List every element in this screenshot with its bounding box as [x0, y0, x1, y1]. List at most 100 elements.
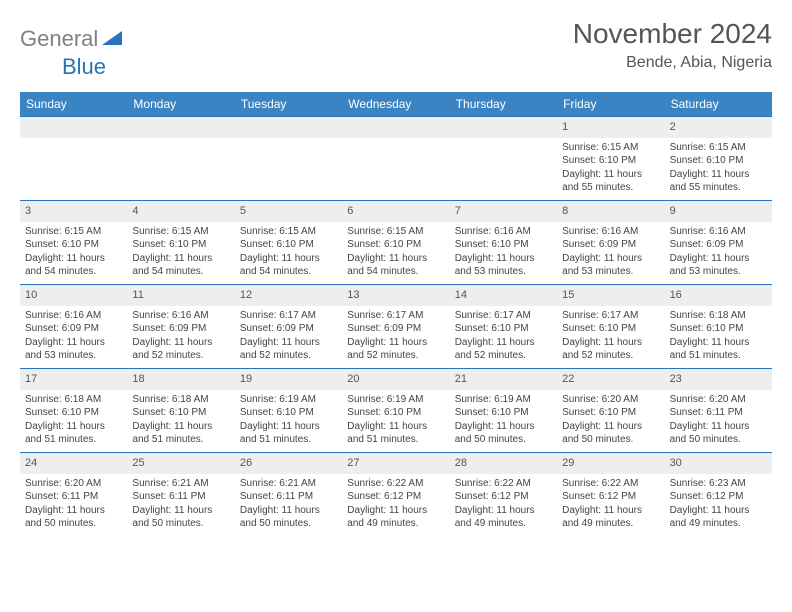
sunrise-text: Sunrise: 6:16 AM [670, 225, 767, 239]
daylight-text: Daylight: 11 hours and 50 minutes. [455, 420, 552, 447]
day-number: 10 [20, 285, 127, 306]
day-number: 25 [127, 453, 234, 474]
day-number: 14 [450, 285, 557, 306]
daylight-text: Daylight: 11 hours and 51 minutes. [132, 420, 229, 447]
day-number: 8 [557, 201, 664, 222]
daylight-text: Daylight: 11 hours and 53 minutes. [670, 252, 767, 279]
sunrise-text: Sunrise: 6:20 AM [670, 393, 767, 407]
daylight-text: Daylight: 11 hours and 53 minutes. [25, 336, 122, 363]
daylight-text: Daylight: 11 hours and 51 minutes. [347, 420, 444, 447]
calendar-cell-empty [20, 116, 127, 200]
daylight-text: Daylight: 11 hours and 50 minutes. [240, 504, 337, 531]
weekday-header: Friday [557, 92, 664, 116]
day-number: 16 [665, 285, 772, 306]
daylight-text: Daylight: 11 hours and 49 minutes. [670, 504, 767, 531]
daylight-text: Daylight: 11 hours and 49 minutes. [347, 504, 444, 531]
sunset-text: Sunset: 6:09 PM [25, 322, 122, 336]
day-number: 2 [665, 117, 772, 138]
sunrise-text: Sunrise: 6:15 AM [347, 225, 444, 239]
daylight-text: Daylight: 11 hours and 50 minutes. [670, 420, 767, 447]
day-number: 5 [235, 201, 342, 222]
calendar-cell: 1Sunrise: 6:15 AMSunset: 6:10 PMDaylight… [557, 116, 664, 200]
calendar-cell: 21Sunrise: 6:19 AMSunset: 6:10 PMDayligh… [450, 368, 557, 452]
calendar-cell: 27 Sunrise: 6:22 AMSunset: 6:12 PMDayligh… [342, 452, 449, 536]
calendar-cell: 23Sunrise: 6:20 AMSunset: 6:11 PMDayligh… [665, 368, 772, 452]
sunset-text: Sunset: 6:10 PM [562, 322, 659, 336]
sunset-text: Sunset: 6:10 PM [347, 238, 444, 252]
logo-text-gray: General [20, 26, 98, 52]
daylight-text: Daylight: 11 hours and 54 minutes. [347, 252, 444, 279]
day-number: 4 [127, 201, 234, 222]
sunrise-text: Sunrise: 6:17 AM [240, 309, 337, 323]
sunset-text: Sunset: 6:10 PM [670, 154, 767, 168]
day-number: 1 [557, 117, 664, 138]
weekday-header-row: Sunday Monday Tuesday Wednesday Thursday… [20, 92, 772, 116]
daylight-text: Daylight: 11 hours and 54 minutes. [25, 252, 122, 279]
sunrise-text: Sunrise: 6:16 AM [562, 225, 659, 239]
calendar-cell: 9Sunrise: 6:16 AMSunset: 6:09 PMDaylight… [665, 200, 772, 284]
daylight-text: Daylight: 11 hours and 51 minutes. [670, 336, 767, 363]
sunrise-text: Sunrise: 6:16 AM [25, 309, 122, 323]
sunrise-text: Sunrise: 6:21 AM [132, 477, 229, 491]
calendar-cell: 24Sunrise: 6:20 AMSunset: 6:11 PMDayligh… [20, 452, 127, 536]
day-number: 17 [20, 369, 127, 390]
sunrise-text: Sunrise: 6:23 AM [670, 477, 767, 491]
weekday-header: Monday [127, 92, 234, 116]
sunset-text: Sunset: 6:10 PM [132, 406, 229, 420]
sunset-text: Sunset: 6:12 PM [347, 490, 444, 504]
daylight-text: Daylight: 11 hours and 51 minutes. [240, 420, 337, 447]
day-number: 30 [665, 453, 772, 474]
day-number: 6 [342, 201, 449, 222]
sunset-text: Sunset: 6:09 PM [562, 238, 659, 252]
day-number: 20 [342, 369, 449, 390]
sunrise-text: Sunrise: 6:19 AM [455, 393, 552, 407]
sunrise-text: Sunrise: 6:17 AM [347, 309, 444, 323]
day-number: 13 [342, 285, 449, 306]
calendar-cell: 3Sunrise: 6:15 AMSunset: 6:10 PMDaylight… [20, 200, 127, 284]
sunrise-text: Sunrise: 6:17 AM [562, 309, 659, 323]
sunrise-text: Sunrise: 6:15 AM [240, 225, 337, 239]
sunrise-text: Sunrise: 6:18 AM [25, 393, 122, 407]
day-number: 28 [450, 453, 557, 474]
daylight-text: Daylight: 11 hours and 50 minutes. [132, 504, 229, 531]
calendar-cell: 7Sunrise: 6:16 AMSunset: 6:10 PMDaylight… [450, 200, 557, 284]
sunset-text: Sunset: 6:10 PM [240, 238, 337, 252]
weekday-header: Tuesday [235, 92, 342, 116]
calendar-cell-empty [450, 116, 557, 200]
sunrise-text: Sunrise: 6:19 AM [240, 393, 337, 407]
day-number: 26 [235, 453, 342, 474]
sunrise-text: Sunrise: 6:19 AM [347, 393, 444, 407]
sunset-text: Sunset: 6:10 PM [25, 238, 122, 252]
calendar-cell: 10 Sunrise: 6:16 AMSunset: 6:09 PMDayligh… [20, 284, 127, 368]
day-number: 27 [342, 453, 449, 474]
daylight-text: Daylight: 11 hours and 49 minutes. [455, 504, 552, 531]
daylight-text: Daylight: 11 hours and 51 minutes. [25, 420, 122, 447]
weekday-header: Saturday [665, 92, 772, 116]
calendar-cell: 16 Sunrise: 6:18 AMSunset: 6:10 PMDayligh… [665, 284, 772, 368]
sunset-text: Sunset: 6:10 PM [670, 322, 767, 336]
page-title: November 2024 [573, 18, 772, 50]
day-number: 22 [557, 369, 664, 390]
sunset-text: Sunset: 6:11 PM [670, 406, 767, 420]
calendar-cell: 26Sunrise: 6:21 AMSunset: 6:11 PMDayligh… [235, 452, 342, 536]
logo-text-blue: Blue [62, 54, 106, 79]
daylight-text: Daylight: 11 hours and 53 minutes. [562, 252, 659, 279]
sunset-text: Sunset: 6:09 PM [240, 322, 337, 336]
sunset-text: Sunset: 6:12 PM [562, 490, 659, 504]
day-number: 3 [20, 201, 127, 222]
sunrise-text: Sunrise: 6:18 AM [670, 309, 767, 323]
day-number: 15 [557, 285, 664, 306]
sunrise-text: Sunrise: 6:18 AM [132, 393, 229, 407]
daylight-text: Daylight: 11 hours and 50 minutes. [25, 504, 122, 531]
sunrise-text: Sunrise: 6:15 AM [562, 141, 659, 155]
sunrise-text: Sunrise: 6:20 AM [25, 477, 122, 491]
daylight-text: Daylight: 11 hours and 54 minutes. [240, 252, 337, 279]
logo-triangle-icon [102, 29, 122, 50]
sunset-text: Sunset: 6:10 PM [25, 406, 122, 420]
logo: General [20, 18, 124, 52]
day-number: 21 [450, 369, 557, 390]
sunset-text: Sunset: 6:10 PM [347, 406, 444, 420]
daylight-text: Daylight: 11 hours and 52 minutes. [347, 336, 444, 363]
weekday-header: Thursday [450, 92, 557, 116]
sunrise-text: Sunrise: 6:22 AM [347, 477, 444, 491]
